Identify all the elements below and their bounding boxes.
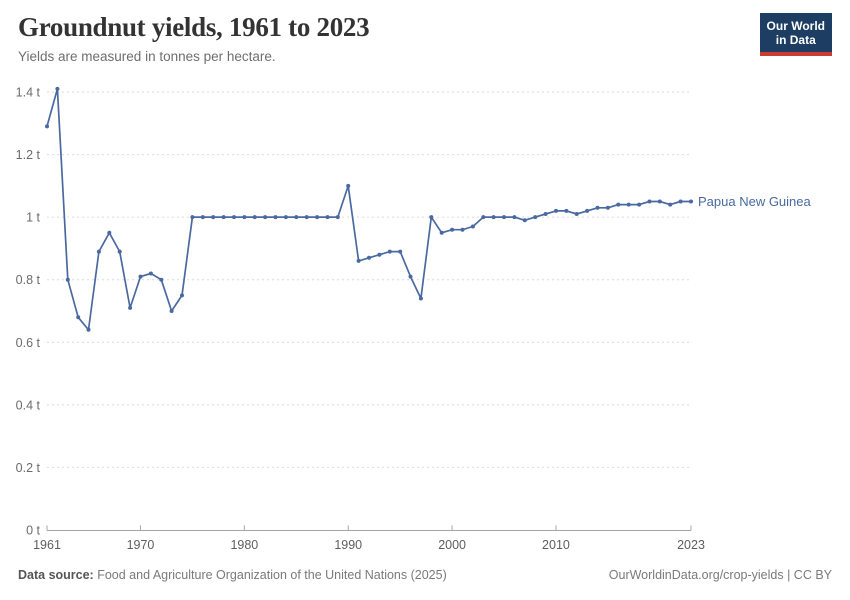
- data-point[interactable]: [304, 215, 309, 220]
- data-point[interactable]: [200, 215, 205, 220]
- data-point[interactable]: [232, 215, 236, 220]
- chart-title: Groundnut yields, 1961 to 2023: [18, 12, 370, 42]
- y-axis-tick-label: 1 t: [26, 211, 40, 225]
- data-point[interactable]: [96, 249, 101, 254]
- data-point[interactable]: [585, 208, 590, 213]
- data-point[interactable]: [460, 227, 465, 232]
- series-line[interactable]: [46, 88, 691, 331]
- y-axis-tick-label: 0.6 t: [16, 336, 41, 350]
- data-point[interactable]: [180, 293, 184, 298]
- data-point[interactable]: [554, 208, 558, 213]
- data-point[interactable]: [76, 315, 81, 320]
- y-axis-tick-label: 0.4 t: [16, 398, 41, 412]
- data-point[interactable]: [315, 215, 320, 220]
- data-point[interactable]: [616, 202, 621, 207]
- data-point[interactable]: [252, 215, 257, 220]
- data-point[interactable]: [491, 215, 496, 220]
- data-point[interactable]: [117, 249, 122, 254]
- chart-footer: Data source: Food and Agriculture Organi…: [18, 568, 832, 582]
- data-point[interactable]: [595, 205, 600, 210]
- data-point[interactable]: [429, 215, 434, 220]
- data-point[interactable]: [647, 199, 652, 204]
- x-axis-tick-label: 2010: [542, 538, 570, 552]
- data-point[interactable]: [522, 218, 527, 223]
- data-point[interactable]: [605, 205, 610, 210]
- data-point[interactable]: [512, 215, 517, 220]
- x-axis-tick-label: 1961: [33, 538, 61, 552]
- data-point[interactable]: [128, 305, 133, 310]
- data-source-label: Data source:: [18, 568, 94, 582]
- data-point[interactable]: [377, 252, 382, 257]
- data-point[interactable]: [346, 183, 351, 188]
- data-point[interactable]: [637, 202, 642, 207]
- x-axis-tick-label: 2000: [438, 538, 466, 552]
- data-point[interactable]: [65, 277, 70, 282]
- credit-link[interactable]: OurWorldinData.org/crop-yields | CC BY: [608, 568, 832, 582]
- data-point[interactable]: [543, 212, 548, 216]
- data-point[interactable]: [273, 215, 278, 220]
- owid-logo-line2: in Data: [775, 33, 816, 47]
- data-point[interactable]: [335, 215, 340, 220]
- data-point[interactable]: [148, 271, 153, 276]
- x-axis-tick-label: 1980: [230, 538, 258, 552]
- chart-header: Groundnut yields, 1961 to 2023 Yields ar…: [18, 13, 832, 64]
- data-point[interactable]: [211, 215, 216, 220]
- y-axis-tick-label: 0.2 t: [16, 461, 41, 475]
- data-source-value: Food and Agriculture Organization of the…: [97, 568, 447, 582]
- data-point[interactable]: [387, 249, 392, 254]
- data-point[interactable]: [564, 208, 569, 213]
- x-axis-tick-label: 2023: [677, 538, 705, 552]
- data-point[interactable]: [657, 199, 662, 204]
- x-axis-tick-label: 1990: [334, 538, 362, 552]
- y-axis-tick-label: 1.4 t: [16, 86, 41, 100]
- data-point[interactable]: [159, 277, 164, 282]
- data-point[interactable]: [668, 202, 673, 207]
- data-point[interactable]: [470, 224, 475, 229]
- data-point[interactable]: [356, 258, 361, 263]
- data-point[interactable]: [626, 202, 631, 207]
- owid-logo-line1: Our World: [766, 19, 825, 33]
- data-point[interactable]: [418, 296, 423, 301]
- data-point[interactable]: [408, 274, 413, 279]
- data-point[interactable]: [450, 227, 455, 232]
- data-point[interactable]: [398, 249, 403, 254]
- chart-header-text: Groundnut yields, 1961 to 2023 Yields ar…: [18, 12, 370, 65]
- data-point[interactable]: [221, 215, 226, 220]
- data-point[interactable]: [169, 309, 174, 313]
- data-point[interactable]: [689, 199, 693, 204]
- data-point[interactable]: [502, 215, 506, 220]
- data-point[interactable]: [439, 230, 444, 235]
- y-axis-tick-label: 1.2 t: [16, 148, 41, 162]
- data-source-note: Data source: Food and Agriculture Organi…: [18, 568, 447, 582]
- data-point[interactable]: [481, 215, 486, 220]
- chart-subtitle: Yields are measured in tonnes per hectar…: [18, 49, 276, 65]
- data-point[interactable]: [107, 230, 112, 235]
- owid-logo: Our World in Data: [759, 13, 832, 56]
- data-point[interactable]: [45, 124, 49, 129]
- entity-label[interactable]: Papua New Guinea: [698, 194, 812, 209]
- data-point[interactable]: [367, 255, 371, 260]
- data-point[interactable]: [138, 274, 143, 279]
- data-point[interactable]: [574, 212, 579, 216]
- data-point[interactable]: [55, 86, 60, 91]
- y-axis-tick-label: 0 t: [26, 524, 40, 538]
- data-point[interactable]: [86, 327, 91, 332]
- data-point[interactable]: [678, 199, 683, 204]
- data-point[interactable]: [294, 215, 299, 220]
- data-point[interactable]: [242, 215, 247, 220]
- data-point[interactable]: [325, 215, 330, 220]
- y-axis-tick-label: 0.8 t: [16, 273, 41, 287]
- data-point[interactable]: [263, 215, 268, 220]
- data-point[interactable]: [190, 215, 195, 220]
- x-axis-tick-label: 1970: [127, 538, 155, 552]
- data-point[interactable]: [283, 215, 288, 220]
- data-point[interactable]: [533, 215, 538, 220]
